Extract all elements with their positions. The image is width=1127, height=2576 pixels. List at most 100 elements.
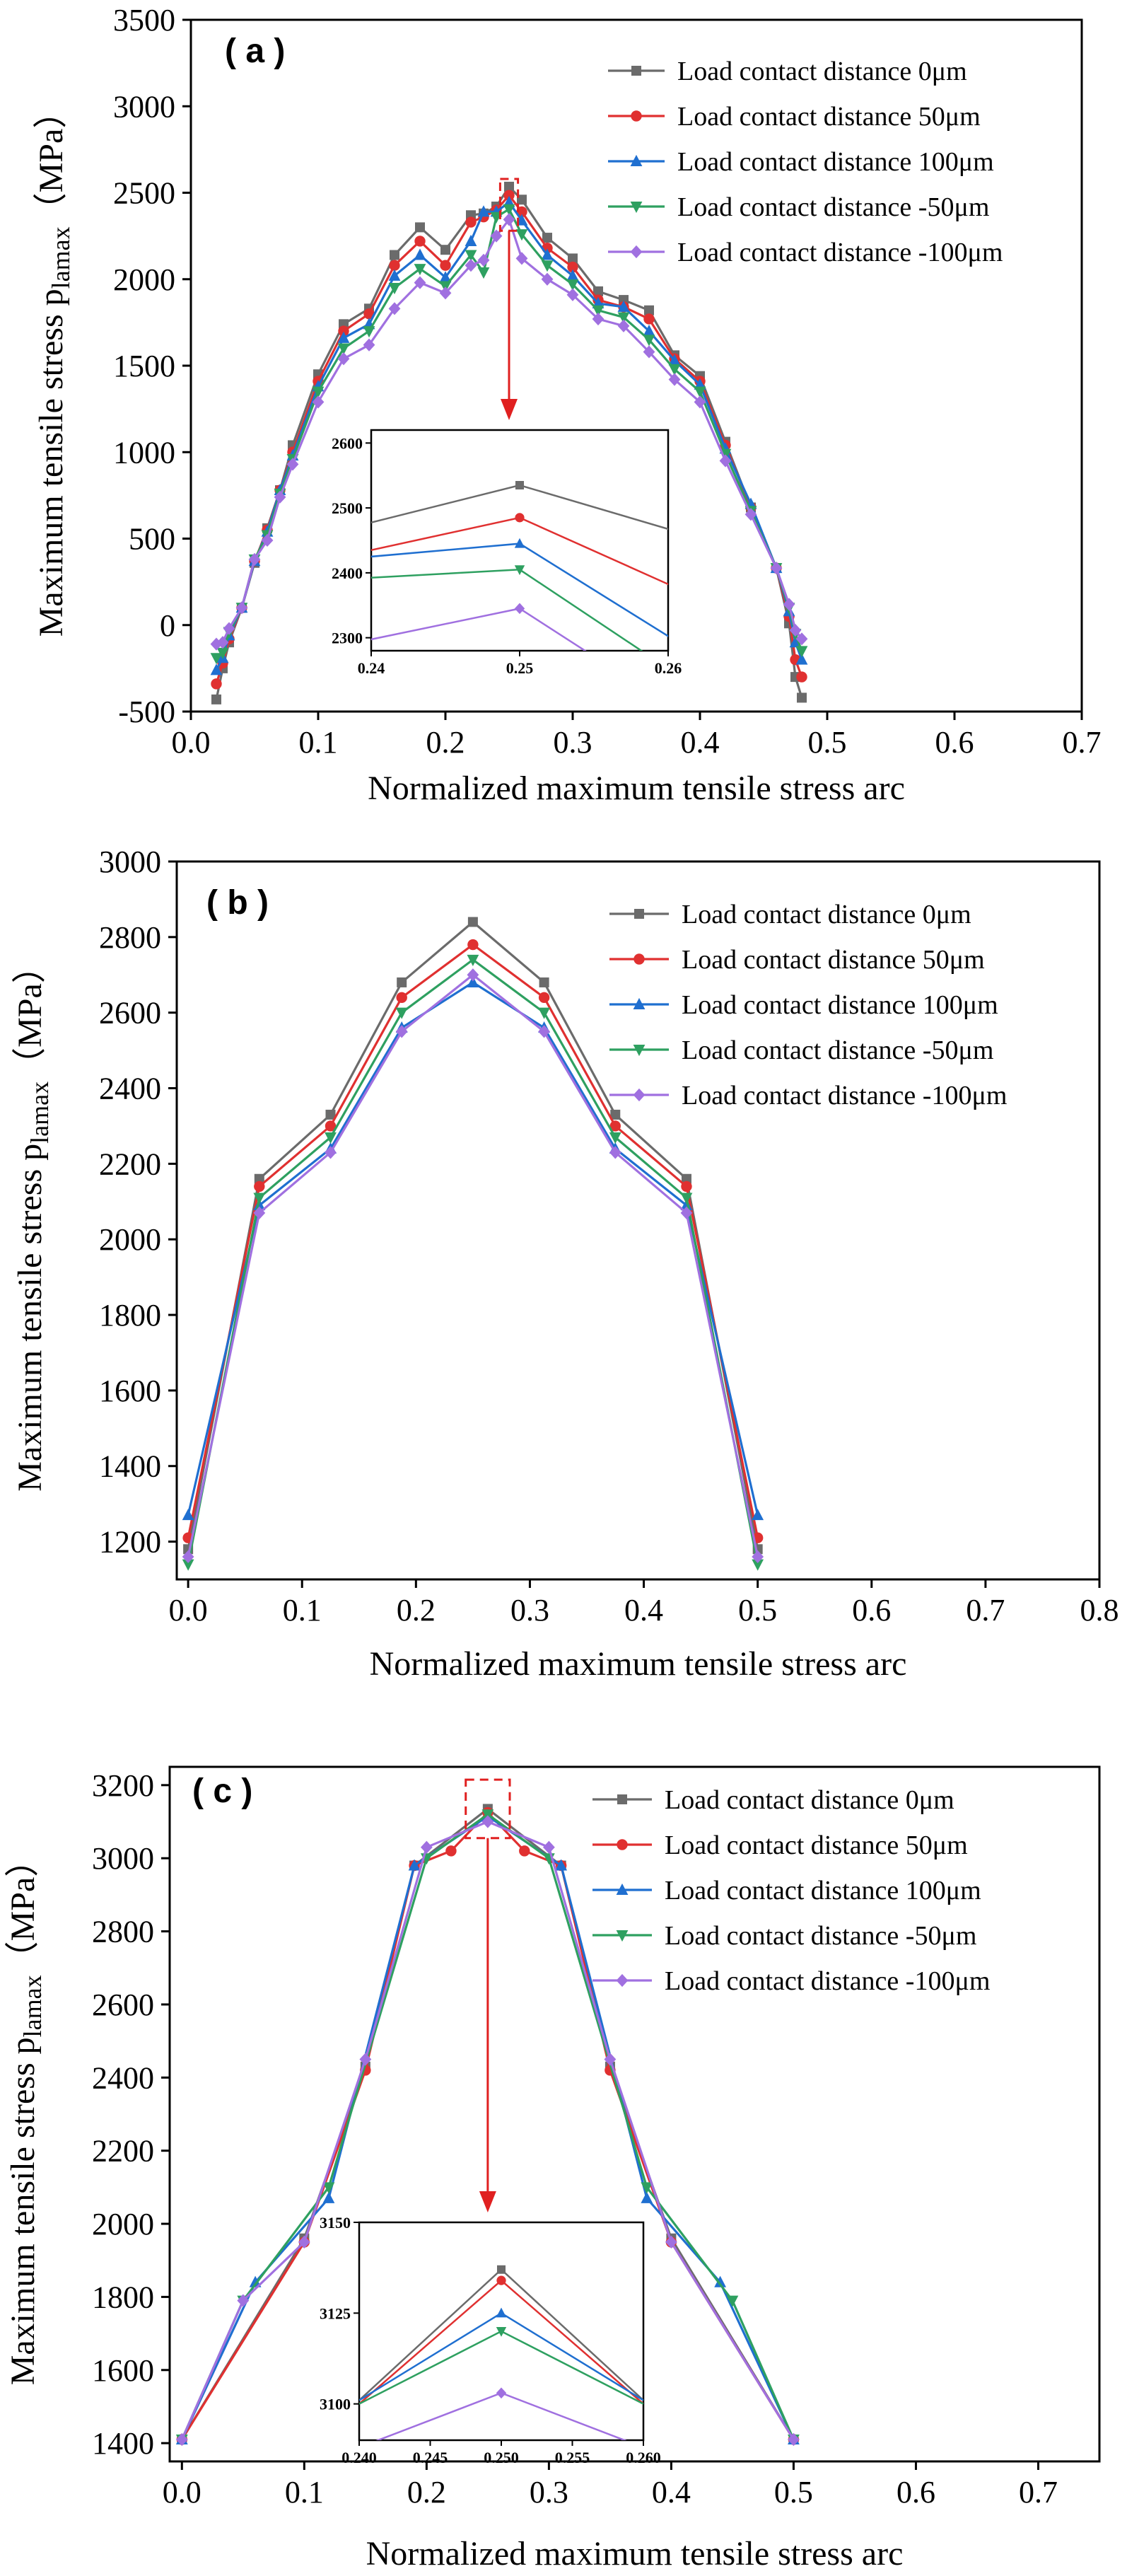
x-tick-label: 0.2 [426,725,465,760]
data-point-series-0 [610,1109,621,1120]
inset-chart: 0.240 0.245 0.250 0.255 0.260 3100 3125 3150 [320,2214,661,2466]
data-point-series-4 [668,373,681,386]
data-point-series-2 [388,269,401,281]
data-point-series-4 [719,454,732,468]
inset-x-tick-label: 0.26 [655,659,682,677]
data-point-series-4 [665,2235,677,2249]
y-tick-label: 2200 [92,2134,154,2169]
data-point-series-3 [312,386,325,398]
inset-data [359,2265,643,2440]
zoom-arrow-head [479,2191,496,2212]
data-point-series-4 [274,490,286,504]
legend-entry: Load contact distance -100μm [677,238,1003,267]
data-point-series-2 [795,653,808,665]
data-point-series-4 [783,598,795,611]
legend-marker [630,202,643,214]
y-tick-label: -500 [118,695,175,729]
x-tick-label: 0.4 [624,1593,663,1628]
data-point-series-1 [796,671,807,683]
zoom-arrow-head [501,399,518,420]
data-point-series-4 [439,286,452,300]
data-point-series-1 [254,1180,265,1193]
y-tick-label: 2000 [99,1222,161,1257]
data-point-series-4 [420,1840,433,1854]
data-point-series-4 [694,395,706,409]
panel-label: ( b ) [206,884,269,922]
data-point-series-4 [490,229,503,243]
x-tick-label: 0.0 [169,1593,208,1628]
legend-entry: Load contact distance 50μm [682,945,985,975]
data-point-series-1 [516,206,527,218]
legend-marker [633,1045,646,1057]
y-axis-title-subscript: lamax [47,226,75,289]
inset-y-tick-label: 2600 [332,434,363,452]
x-tick-label: 0.0 [172,725,211,760]
data-point-series-4 [465,259,477,272]
data-point-series-4 [752,1550,764,1564]
y-tick-label: 2400 [99,1072,161,1106]
legend-entry: Load contact distance 0μm [665,1785,954,1815]
data-point-series-0 [681,1173,691,1184]
y-tick-label: 3500 [113,3,175,37]
data-point-series-1 [396,992,407,1004]
inset-y-tick-label: 3150 [320,2214,351,2232]
data-point-series-3 [414,264,426,276]
x-tick-label: 0.4 [681,725,720,760]
data-point-series-4 [248,552,261,566]
data-point-series-2 [467,975,479,987]
inset-data-point-series-2 [514,538,525,548]
data-point-series-3 [609,1132,621,1144]
legend-marker [633,997,646,1009]
legend-entry: Load contact distance -100μm [665,1966,990,1996]
data-point-series-2 [465,234,477,246]
inset-x-tick-label: 0.260 [626,2449,661,2466]
data-point-series-3 [592,305,605,317]
data-point-series-3 [541,260,554,272]
data-point-series-2 [668,354,681,366]
data-point-series-3 [726,2295,739,2307]
x-tick-label: 0.4 [652,2475,691,2510]
inset-y-tick-label: 2500 [332,499,363,517]
y-axis-title: Maximum tensile stress plamax（MPa） [11,949,54,1492]
y-tick-label: 1400 [99,1449,161,1484]
x-tick-label: 0.3 [554,725,592,760]
data-point-series-2 [541,248,554,260]
data-point-series-1 [465,216,477,228]
inset-y-tick-label: 2300 [332,630,363,647]
data-point-series-4 [789,623,802,637]
inset-x-tick-label: 0.25 [506,659,534,677]
data-point-series-2 [714,2275,727,2287]
legend-marker [616,1930,629,1942]
y-axis-title: Maximum tensile stress plamax（MPa） [33,95,75,637]
legend-entry: Load contact distance 50μm [665,1831,968,1860]
x-tick-label: 0.8 [1080,1593,1119,1628]
data-point-series-4 [503,213,515,226]
y-tick-label: 1200 [99,1525,161,1560]
legend-entry: Load contact distance 0μm [677,57,967,86]
data-point-series-3 [641,2182,653,2194]
y-tick-label: 2000 [92,2207,154,2241]
legend-entry: Load contact distance -50μm [682,1035,993,1065]
legend-marker [633,953,645,965]
y-axis-title-subscript: lamax [18,1975,47,2037]
data-point-series-3 [465,250,477,262]
data-point-series-3 [515,229,528,241]
legend-entry: Load contact distance -100μm [682,1081,1007,1110]
data-point-series-1 [681,1180,692,1193]
data-point-series-4 [216,636,229,649]
legend-marker [634,909,644,919]
data-point-series-0 [397,977,407,987]
data-point-series-2 [249,2275,262,2287]
inset-y-tick-label: 3125 [320,2304,351,2322]
series-line-0 [187,920,759,1550]
y-tick-label: 2600 [92,1988,154,2022]
data-point-series-4 [541,272,554,286]
legend-marker [633,1088,646,1102]
data-point-series-0 [211,694,221,704]
data-point-series-4 [223,622,235,635]
y-tick-label: 1800 [99,1298,161,1333]
data-point-series-0 [517,195,527,205]
data-point-series-1 [363,308,375,320]
data-point-series-3 [795,646,808,658]
y-tick-label: 2400 [92,2060,154,2095]
